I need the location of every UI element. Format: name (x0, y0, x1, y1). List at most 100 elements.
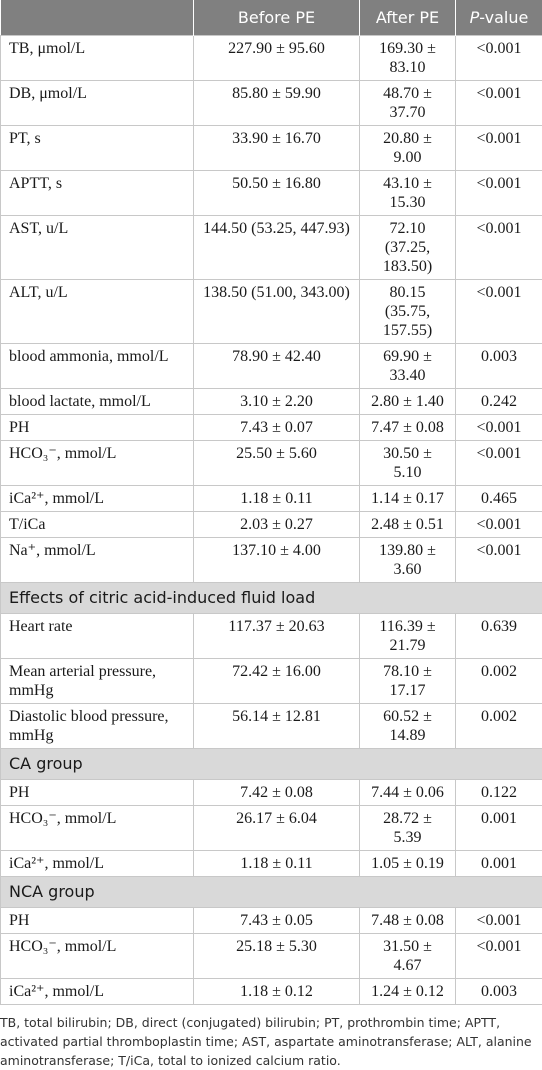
section-row: Effects of citric acid-induced fluid loa… (1, 583, 542, 614)
cell: 20.80 ± 9.00 (360, 126, 456, 171)
cell: 139.80 ± 3.60 (360, 538, 456, 583)
row-label: iCa²⁺, mmol/L (1, 486, 194, 512)
cell: <0.001 (456, 36, 542, 81)
row-label: HCO₃⁻, mmol/L (1, 934, 194, 979)
cell: 7.47 ± 0.08 (360, 415, 456, 441)
cell: 0.003 (456, 979, 542, 1005)
cell: 7.44 ± 0.06 (360, 780, 456, 806)
cell: 1.18 ± 0.12 (194, 979, 360, 1005)
row-label: ALT, u/L (1, 280, 194, 344)
cell: 3.10 ± 2.20 (194, 389, 360, 415)
row-label: PH (1, 908, 194, 934)
cell: 138.50 (51.00, 343.00) (194, 280, 360, 344)
cell: <0.001 (456, 934, 542, 979)
cell: <0.001 (456, 512, 542, 538)
cell: 31.50 ± 4.67 (360, 934, 456, 979)
cell: <0.001 (456, 441, 542, 486)
row-label: Heart rate (1, 614, 194, 659)
cell: 137.10 ± 4.00 (194, 538, 360, 583)
cell: 78.10 ± 17.17 (360, 659, 456, 704)
cell: 2.03 ± 0.27 (194, 512, 360, 538)
cell: <0.001 (456, 415, 542, 441)
cell: 7.43 ± 0.07 (194, 415, 360, 441)
row-label: AST, u/L (1, 216, 194, 280)
row-label: Na⁺, mmol/L (1, 538, 194, 583)
cell: 2.80 ± 1.40 (360, 389, 456, 415)
cell: 72.10 (37.25, 183.50) (360, 216, 456, 280)
row-label: TB, μmol/L (1, 36, 194, 81)
cell: <0.001 (456, 126, 542, 171)
row-label: APTT, s (1, 171, 194, 216)
cell: 144.50 (53.25, 447.93) (194, 216, 360, 280)
cell: 0.465 (456, 486, 542, 512)
cell: 7.48 ± 0.08 (360, 908, 456, 934)
cell: 30.50 ± 5.10 (360, 441, 456, 486)
cell: <0.001 (456, 280, 542, 344)
cell: 7.42 ± 0.08 (194, 780, 360, 806)
header-cell: P-value (456, 0, 542, 36)
cell: 43.10 ± 15.30 (360, 171, 456, 216)
row-label: Mean arterial pressure, mmHg (1, 659, 194, 704)
row-label: blood ammonia, mmol/L (1, 344, 194, 389)
cell: 116.39 ± 21.79 (360, 614, 456, 659)
row-label: iCa²⁺, mmol/L (1, 851, 194, 877)
cell: 60.52 ± 14.89 (360, 704, 456, 749)
section-row: NCA group (1, 877, 542, 908)
cell: 0.003 (456, 344, 542, 389)
cell: 1.18 ± 0.11 (194, 851, 360, 877)
cell: 1.24 ± 0.12 (360, 979, 456, 1005)
cell: 0.122 (456, 780, 542, 806)
cell: <0.001 (456, 538, 542, 583)
header-cell (1, 0, 194, 36)
row-label: PH (1, 780, 194, 806)
cell: 25.50 ± 5.60 (194, 441, 360, 486)
cell: <0.001 (456, 908, 542, 934)
row-label: T/iCa (1, 512, 194, 538)
cell: 28.72 ± 5.39 (360, 806, 456, 851)
cell: 0.001 (456, 851, 542, 877)
header-cell: Before PE (194, 0, 360, 36)
cell: 80.15 (35.75, 157.55) (360, 280, 456, 344)
cell: 85.80 ± 59.90 (194, 81, 360, 126)
cell: 117.37 ± 20.63 (194, 614, 360, 659)
section-title: NCA group (1, 877, 542, 908)
section-row: CA group (1, 749, 542, 780)
cell: 33.90 ± 16.70 (194, 126, 360, 171)
cell: 0.242 (456, 389, 542, 415)
cell: 0.001 (456, 806, 542, 851)
section-title: CA group (1, 749, 542, 780)
row-label: PH (1, 415, 194, 441)
cell: 1.05 ± 0.19 (360, 851, 456, 877)
row-label: iCa²⁺, mmol/L (1, 979, 194, 1005)
row-label: Diastolic blood pressure, mmHg (1, 704, 194, 749)
cell: 26.17 ± 6.04 (194, 806, 360, 851)
cell: 0.002 (456, 659, 542, 704)
row-label: HCO₃⁻, mmol/L (1, 806, 194, 851)
cell: 72.42 ± 16.00 (194, 659, 360, 704)
row-label: HCO₃⁻, mmol/L (1, 441, 194, 486)
cell: 56.14 ± 12.81 (194, 704, 360, 749)
cell: <0.001 (456, 171, 542, 216)
cell: 69.90 ± 33.40 (360, 344, 456, 389)
cell: 78.90 ± 42.40 (194, 344, 360, 389)
cell: 50.50 ± 16.80 (194, 171, 360, 216)
cell: 2.48 ± 0.51 (360, 512, 456, 538)
